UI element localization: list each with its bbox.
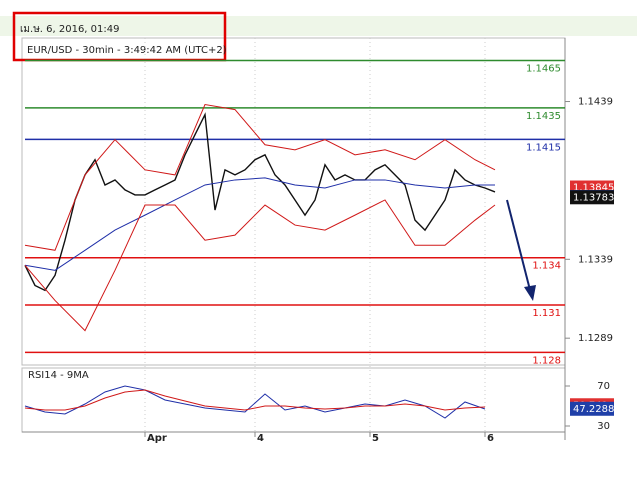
price-tag-label: 1.13783 xyxy=(573,192,614,203)
y-tick-label: 70 xyxy=(597,381,610,392)
level-label: 1.1415 xyxy=(526,142,561,153)
y-tick-label: 1.1339 xyxy=(578,254,613,265)
series-line xyxy=(24,177,495,271)
x-tick-label: Apr xyxy=(147,433,167,444)
plot: Apr 4 5 6 1.1439 1.1339 1.1289 1.1465 1.1435 1.14… xyxy=(24,38,614,444)
x-tick-label: 6 xyxy=(487,433,494,444)
series-line xyxy=(24,385,486,419)
level-label: 1.128 xyxy=(532,355,561,366)
header-instrument: EUR/USD - 30min - 3:49:42 AM (UTC+2) xyxy=(27,45,227,56)
price-tag xyxy=(570,190,614,205)
level-label: 1.131 xyxy=(532,308,561,319)
level-label: 1.1435 xyxy=(526,111,561,122)
level-label: 1.1465 xyxy=(526,64,561,75)
y-tick-label: 1.1289 xyxy=(578,333,613,344)
y-tick-label: 1.1439 xyxy=(578,97,613,108)
series-line xyxy=(24,199,496,332)
price-tag xyxy=(570,401,614,416)
series-line xyxy=(24,103,496,251)
x-tick-label: 4 xyxy=(257,433,264,444)
forecast-arrow-head xyxy=(524,285,536,301)
price-tag-label: 47.2288 xyxy=(573,404,614,415)
x-tick-label: 5 xyxy=(372,433,379,444)
panel-title: RSI14 - 9MA xyxy=(28,370,89,381)
series-line xyxy=(24,112,496,292)
header-date: เม.ษ. 6, 2016, 01:49 xyxy=(20,24,119,35)
price-tag-label: 1.13845 xyxy=(573,183,614,194)
y-tick-label: 30 xyxy=(597,421,610,432)
series-line xyxy=(24,389,486,411)
header-band xyxy=(0,16,637,36)
level-label: 1.134 xyxy=(532,261,561,272)
forecast-arrow xyxy=(506,199,531,291)
